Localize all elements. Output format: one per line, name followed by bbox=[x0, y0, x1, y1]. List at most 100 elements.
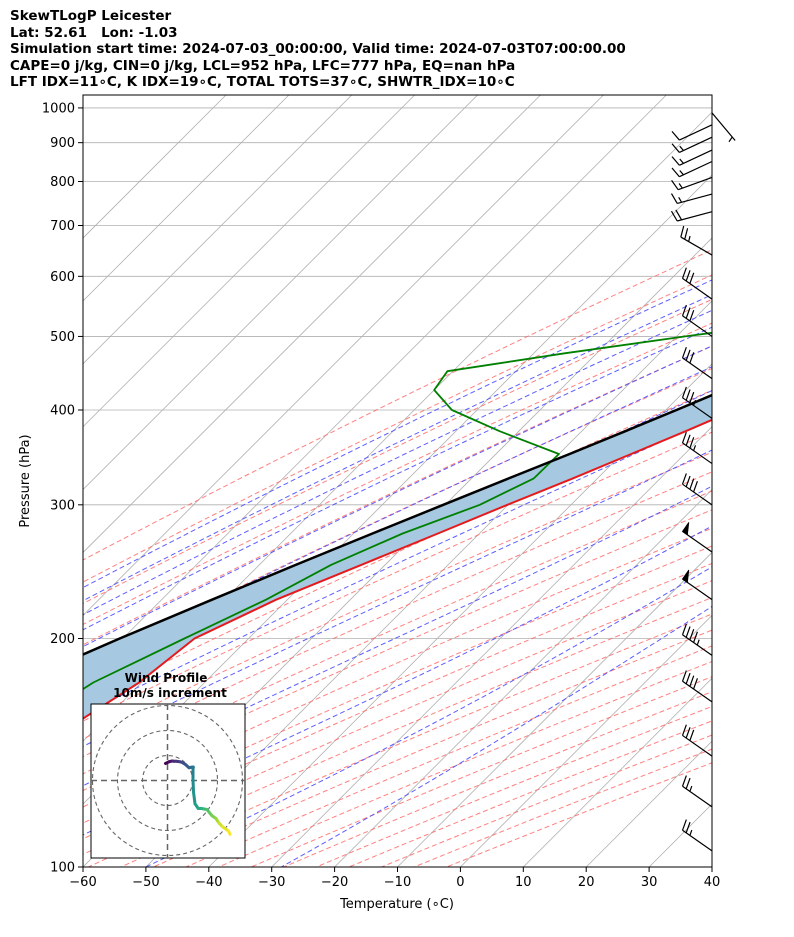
isotherm-gridline bbox=[83, 95, 415, 428]
y-tick-label: 500 bbox=[50, 330, 75, 345]
wind-barb-staff bbox=[677, 211, 713, 222]
wind-barb-flag bbox=[681, 473, 687, 485]
isotherm-gridline bbox=[460, 614, 712, 867]
wind-barb-staff bbox=[682, 442, 713, 465]
wind-barb-flag bbox=[671, 180, 679, 191]
wind-barb-flag bbox=[685, 626, 691, 638]
wind-barb-flag bbox=[693, 631, 698, 643]
wind-barb-flag bbox=[671, 167, 680, 178]
wind-barb-flag bbox=[681, 819, 687, 831]
hodograph-segment bbox=[192, 790, 197, 806]
x-tick-label: −10 bbox=[384, 875, 411, 890]
wind-barb-flag bbox=[680, 225, 685, 238]
wind-barb bbox=[681, 724, 713, 757]
moist-adiabat-line bbox=[83, 449, 712, 747]
adiabat-lines bbox=[83, 249, 712, 867]
wind-barb-staff bbox=[682, 483, 713, 506]
dry-adiabat-line bbox=[83, 545, 712, 824]
wind-barb-staff bbox=[682, 634, 713, 656]
x-tick-label: −40 bbox=[195, 875, 222, 890]
cin-cape-area bbox=[83, 395, 712, 719]
wind-barb-flag bbox=[681, 775, 687, 787]
isotherm-gridline bbox=[83, 95, 227, 239]
dry-adiabat-line bbox=[446, 762, 712, 867]
wind-barb-staff bbox=[682, 357, 713, 380]
wind-profile-inset: Wind Profile 10m/s increment bbox=[90, 671, 246, 859]
wind-barb-flag bbox=[685, 434, 691, 446]
moist-adiabat-line bbox=[83, 485, 712, 787]
header-time-line: Simulation start time: 2024-07-03_00:00:… bbox=[10, 41, 626, 57]
wind-barb-staff bbox=[680, 236, 713, 256]
header-index-line: LFT IDX=11∘C, K IDX=19∘C, TOTAL TOTS=37∘… bbox=[10, 74, 515, 90]
wind-barb bbox=[681, 386, 713, 419]
wind-barb-flag bbox=[671, 130, 680, 141]
isotherm-gridline bbox=[83, 95, 541, 554]
isotherm-gridline bbox=[711, 866, 712, 867]
wind-barb-flag bbox=[675, 209, 683, 221]
wind-barb-half-flag bbox=[678, 197, 683, 203]
header-location-line: Lat: 52.61 Lon: -1.03 bbox=[10, 24, 178, 41]
temperature-profile-line bbox=[83, 418, 712, 720]
wind-barb bbox=[671, 136, 713, 153]
wind-barb-flag bbox=[671, 143, 680, 153]
x-tick-label: 40 bbox=[704, 875, 721, 890]
hodograph-ring bbox=[116, 729, 219, 832]
x-tick-label: −20 bbox=[321, 875, 348, 890]
wind-barb-pennant bbox=[681, 569, 690, 584]
moist-adiabat-line bbox=[83, 366, 712, 667]
wind-barb-flag bbox=[670, 193, 678, 204]
x-axis-label: Temperature (∘C) bbox=[339, 897, 454, 912]
wind-barb-flag bbox=[681, 386, 687, 398]
inset-content bbox=[91, 704, 245, 858]
wind-barb-half-flag bbox=[689, 829, 693, 836]
wind-barb-staff bbox=[679, 136, 713, 153]
wind-barb-staff bbox=[677, 176, 713, 191]
wind-barb bbox=[681, 346, 713, 380]
moist-adiabat-line bbox=[83, 309, 712, 616]
wind-barb-flag bbox=[685, 270, 691, 282]
wind-barb-flag bbox=[670, 210, 678, 222]
x-axis-ticks: −60 −50 −40 −30 −20 −10 0 10 20 30 40 bbox=[69, 867, 720, 890]
isotherm-gridline bbox=[523, 677, 712, 867]
moist-adiabat-line bbox=[83, 417, 712, 715]
wind-barb-staff bbox=[682, 785, 713, 808]
dry-adiabat-line bbox=[413, 748, 712, 867]
dry-adiabat-line bbox=[153, 629, 712, 867]
isotherm-gridline bbox=[271, 426, 712, 867]
dry-adiabat-line bbox=[83, 451, 712, 740]
dry-adiabat-line bbox=[381, 734, 712, 867]
wind-barb bbox=[671, 160, 713, 178]
wind-barb-flag bbox=[689, 478, 695, 490]
isotherm-gridline bbox=[83, 95, 604, 616]
wind-barb-staff bbox=[682, 397, 713, 419]
wind-barb-half-flag bbox=[696, 639, 700, 646]
dry-adiabat-line bbox=[83, 471, 712, 758]
x-tick-label: 0 bbox=[456, 875, 464, 890]
wind-barb-flag bbox=[689, 628, 695, 641]
wind-barb-flag bbox=[681, 346, 687, 359]
inset-subtitle: 10m/s increment bbox=[113, 686, 227, 700]
dry-adiabat-line bbox=[83, 249, 712, 561]
wind-barb-flag bbox=[681, 267, 687, 279]
wind-barb-flag bbox=[685, 349, 691, 361]
wind-barb bbox=[681, 819, 713, 852]
wind-barb-half-flag bbox=[688, 235, 691, 242]
isotherm-gridline bbox=[83, 95, 478, 491]
inset-title: Wind Profile bbox=[125, 671, 208, 685]
x-tick-label: 30 bbox=[641, 875, 658, 890]
y-tick-label: 200 bbox=[50, 632, 75, 647]
y-tick-label: 100 bbox=[50, 861, 75, 876]
wind-barb-flag bbox=[689, 310, 695, 322]
header-station-line: SkewTLogP Leicester bbox=[10, 8, 172, 24]
wind-barb-flag bbox=[685, 727, 691, 739]
wind-barb bbox=[670, 209, 713, 222]
wind-barb-flag bbox=[689, 675, 695, 687]
wind-barb-flag bbox=[681, 431, 687, 444]
parcel-profile-line bbox=[83, 393, 712, 656]
wind-barb-flag bbox=[689, 352, 695, 364]
wind-barb bbox=[681, 623, 713, 656]
wind-barb bbox=[681, 670, 713, 703]
wind-barb bbox=[681, 569, 713, 601]
moist-adiabat-line bbox=[83, 525, 712, 836]
wind-barb-flag bbox=[693, 480, 698, 493]
